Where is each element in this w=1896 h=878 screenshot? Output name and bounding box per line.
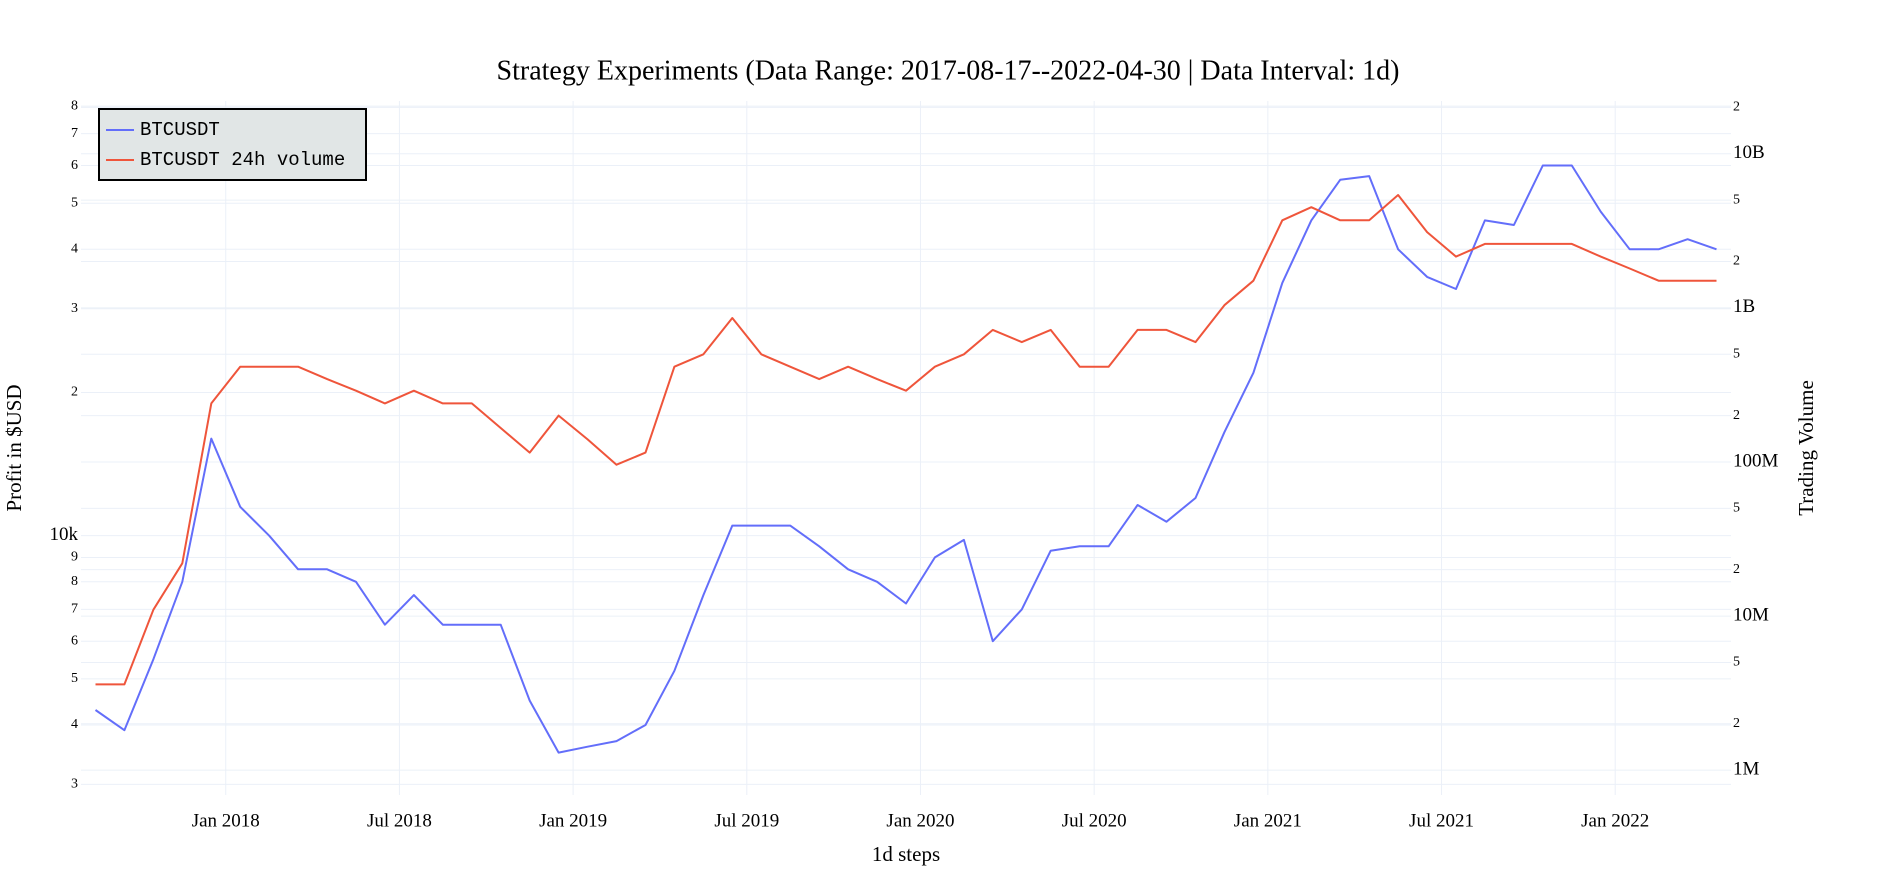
y2-tick-label: 1B bbox=[1733, 296, 1755, 317]
y-tick-label: 2 bbox=[71, 385, 78, 400]
x-tick-label: Jan 2021 bbox=[1234, 810, 1302, 831]
y2-tick-label: 5 bbox=[1733, 192, 1740, 207]
chart-title: Strategy Experiments (Data Range: 2017-0… bbox=[497, 55, 1400, 86]
y2-tick-label: 5 bbox=[1733, 655, 1740, 670]
y-tick-label: 6 bbox=[71, 158, 78, 173]
y2-tick-label: 2 bbox=[1733, 100, 1740, 115]
y2-tick-label: 2 bbox=[1733, 254, 1740, 269]
y2-tick-label: 5 bbox=[1733, 501, 1740, 516]
x-tick-label: Jul 2019 bbox=[714, 810, 779, 831]
x-tick-label: Jan 2018 bbox=[192, 810, 260, 831]
y2-tick-label: 2 bbox=[1733, 716, 1740, 731]
y-axis-label: Profit in $USD bbox=[2, 384, 26, 511]
y2-tick-label: 5 bbox=[1733, 346, 1740, 361]
y-tick-label: 9 bbox=[71, 550, 78, 565]
x-tick-label: Jan 2019 bbox=[539, 810, 607, 831]
legend-label: BTCUSDT 24h volume bbox=[140, 149, 345, 171]
x-tick-label: Jul 2018 bbox=[367, 810, 432, 831]
y-tick-label: 3 bbox=[71, 777, 78, 792]
y-tick-label: 8 bbox=[71, 574, 78, 589]
y2-tick-label: 10B bbox=[1733, 142, 1765, 163]
legend: BTCUSDT BTCUSDT 24h volume bbox=[98, 108, 367, 181]
y-tick-label: 4 bbox=[71, 242, 78, 257]
legend-label: BTCUSDT bbox=[140, 119, 220, 141]
series-line bbox=[94, 164, 1717, 754]
x-axis-label: 1d steps bbox=[872, 842, 940, 866]
y-tick-label: 5 bbox=[71, 671, 78, 686]
y-tick-label: 5 bbox=[71, 195, 78, 210]
y-tick-label: 4 bbox=[71, 717, 78, 732]
x-tick-label: Jul 2020 bbox=[1062, 810, 1127, 831]
legend-box bbox=[98, 108, 367, 181]
y2-tick-label: 2 bbox=[1733, 408, 1740, 423]
y2-tick-label: 100M bbox=[1733, 450, 1779, 471]
y-tick-label: 10k bbox=[50, 524, 79, 545]
y-tick-label: 7 bbox=[71, 602, 78, 617]
series-line bbox=[95, 194, 1717, 686]
y2-tick-label: 10M bbox=[1733, 604, 1769, 625]
y-tick-label: 6 bbox=[71, 633, 78, 648]
y-tick-label: 7 bbox=[71, 126, 78, 141]
y2-tick-label: 1M bbox=[1733, 759, 1760, 780]
x-tick-label: Jul 2021 bbox=[1409, 810, 1474, 831]
y-tick-label: 8 bbox=[71, 98, 78, 113]
x-tick-label: Jan 2022 bbox=[1581, 810, 1649, 831]
x-tick-label: Jan 2020 bbox=[886, 810, 954, 831]
y2-tick-label: 2 bbox=[1733, 562, 1740, 577]
y-tick-label: 3 bbox=[71, 301, 78, 316]
grid bbox=[81, 101, 1731, 795]
y2-axis-label: Trading Volume bbox=[1794, 380, 1818, 516]
